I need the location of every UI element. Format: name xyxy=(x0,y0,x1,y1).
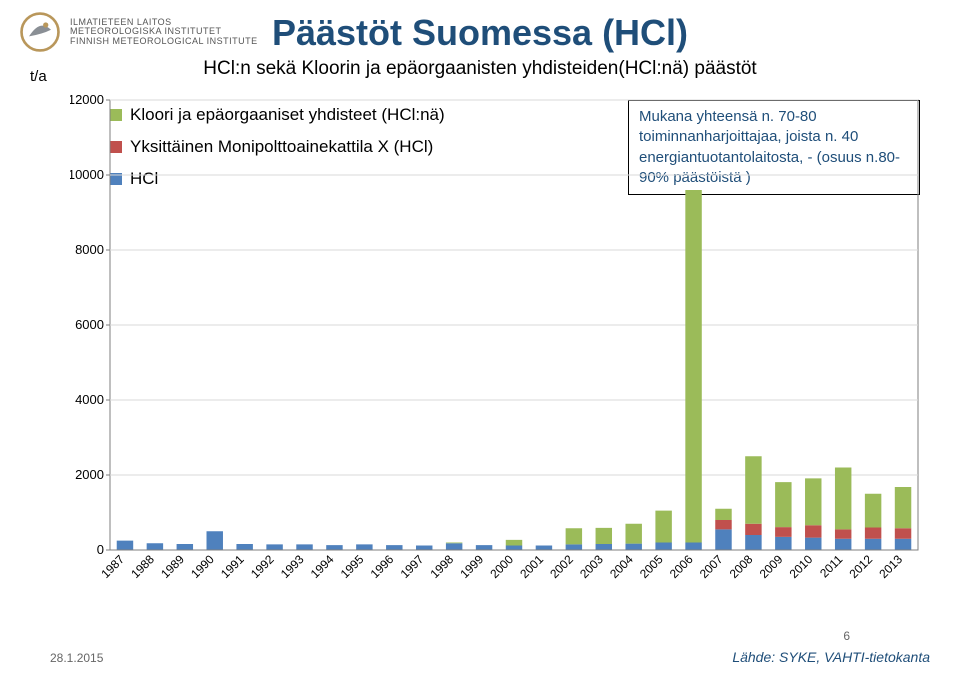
svg-text:2000: 2000 xyxy=(487,552,516,581)
chart-subtitle: HCl:n sekä Kloorin ja epäorgaanisten yhd… xyxy=(0,58,960,80)
svg-text:2002: 2002 xyxy=(547,552,576,581)
svg-text:2013: 2013 xyxy=(876,552,905,581)
svg-text:6000: 6000 xyxy=(75,317,104,332)
svg-text:1995: 1995 xyxy=(338,552,367,581)
svg-text:1994: 1994 xyxy=(308,552,337,581)
svg-text:2006: 2006 xyxy=(667,552,696,581)
y-axis-label: t/a xyxy=(30,68,47,85)
chart-title: Päästöt Suomessa (HCl) xyxy=(0,12,960,54)
svg-text:2001: 2001 xyxy=(517,552,546,581)
svg-text:4000: 4000 xyxy=(75,392,104,407)
svg-text:2008: 2008 xyxy=(727,552,756,581)
svg-text:1997: 1997 xyxy=(398,552,427,581)
svg-text:1989: 1989 xyxy=(158,552,187,581)
svg-text:1992: 1992 xyxy=(248,552,277,581)
svg-text:2007: 2007 xyxy=(697,552,726,581)
svg-text:2009: 2009 xyxy=(757,552,786,581)
svg-text:1999: 1999 xyxy=(457,552,486,581)
svg-text:2012: 2012 xyxy=(846,552,875,581)
svg-text:2003: 2003 xyxy=(577,552,606,581)
svg-text:1988: 1988 xyxy=(128,552,157,581)
svg-text:1993: 1993 xyxy=(278,552,307,581)
svg-text:0: 0 xyxy=(97,542,104,557)
svg-text:8000: 8000 xyxy=(75,242,104,257)
footer-page-number: 6 xyxy=(843,629,850,643)
svg-text:2010: 2010 xyxy=(787,552,816,581)
stacked-bar-chart: 0200040006000800010000120001987198819891… xyxy=(70,90,928,600)
svg-text:1990: 1990 xyxy=(188,552,217,581)
svg-text:2005: 2005 xyxy=(637,552,666,581)
svg-text:12000: 12000 xyxy=(70,92,104,107)
svg-text:2004: 2004 xyxy=(607,552,636,581)
svg-text:10000: 10000 xyxy=(70,167,104,182)
svg-text:1996: 1996 xyxy=(368,552,397,581)
svg-text:1991: 1991 xyxy=(218,552,247,581)
svg-text:2000: 2000 xyxy=(75,467,104,482)
svg-text:2011: 2011 xyxy=(817,552,845,580)
footer-source: Lähde: SYKE, VAHTI-tietokanta xyxy=(732,649,930,665)
svg-text:1998: 1998 xyxy=(427,552,456,581)
footer-date: 28.1.2015 xyxy=(50,651,103,665)
